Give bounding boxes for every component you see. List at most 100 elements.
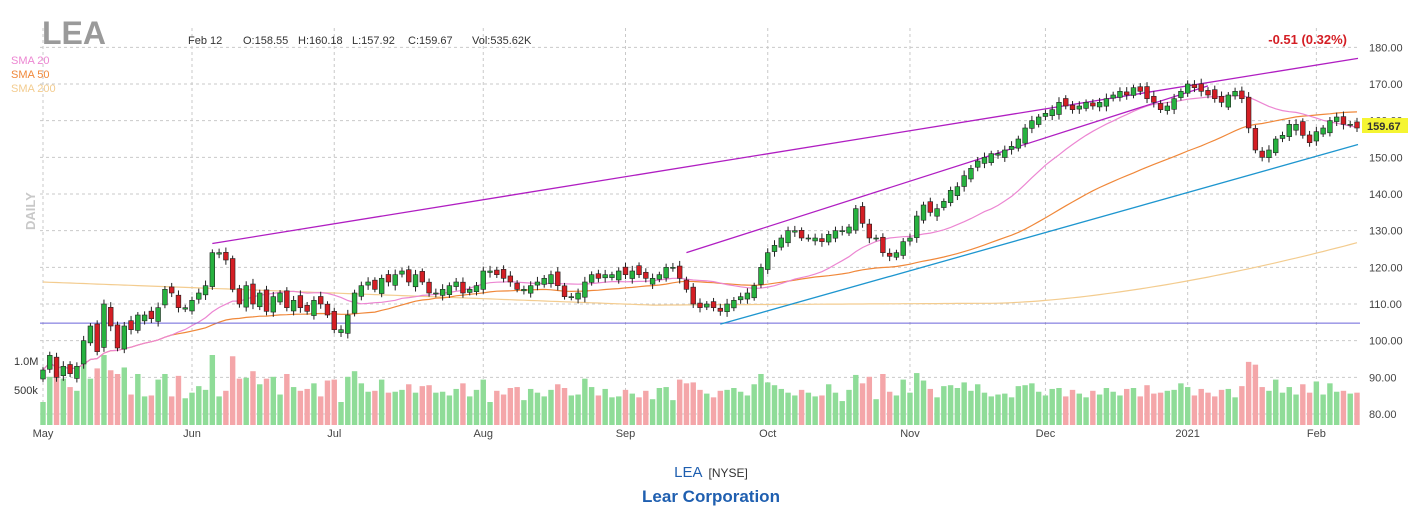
candle-body — [765, 252, 771, 270]
volume-bar — [853, 374, 859, 425]
quote-volume: Vol:535.62K — [472, 35, 532, 47]
candle-body — [169, 286, 175, 294]
volume-bar — [697, 389, 703, 425]
volume-bar — [1090, 390, 1096, 425]
candle-body — [717, 307, 723, 312]
candle-body — [467, 289, 473, 293]
volume-bar — [114, 374, 121, 425]
candle-body — [426, 281, 432, 294]
price-tick-label: 180.00 — [1369, 42, 1403, 54]
volume-bar — [263, 378, 270, 425]
candle-body — [351, 292, 358, 314]
volume-bar — [392, 391, 398, 425]
candle-body — [1245, 96, 1252, 129]
volume-bar — [1049, 388, 1055, 425]
candle-body — [541, 278, 547, 285]
volume-bar — [798, 389, 805, 425]
candle-body — [629, 270, 635, 279]
volume-bar — [568, 395, 575, 425]
volume-bar — [1320, 394, 1326, 425]
volume-bar — [527, 388, 534, 425]
candle-body — [40, 369, 46, 380]
volume-bar — [1103, 388, 1110, 425]
volume-bar — [792, 395, 798, 425]
candle-body — [514, 282, 520, 290]
date-tick-label: Aug — [473, 428, 493, 440]
candle-body — [453, 281, 459, 287]
candle-body — [697, 302, 703, 308]
volume-bar — [1035, 391, 1042, 425]
candle-body — [866, 223, 873, 239]
channel-trendline — [686, 85, 1209, 254]
price-change: -0.51 (0.32%) — [1268, 32, 1347, 47]
volume-bar — [426, 385, 432, 425]
volume-bar — [345, 376, 351, 425]
candle-body — [223, 252, 229, 261]
candle-body — [1252, 128, 1259, 151]
candle-body — [792, 230, 798, 233]
candle-body — [1293, 124, 1299, 131]
volume-bar — [473, 389, 480, 425]
candle-body — [832, 230, 839, 239]
volume-bar — [1151, 393, 1157, 425]
candle-body — [771, 245, 778, 252]
candle-body — [1266, 149, 1272, 158]
volume-bar — [582, 378, 588, 425]
volume-bar — [859, 383, 866, 425]
candle-body — [1340, 116, 1347, 125]
volume-bar — [500, 394, 507, 425]
volume-bar — [710, 397, 717, 425]
volume-bar — [1293, 394, 1299, 425]
volume-bar — [297, 390, 304, 425]
price-tick-label: 120.00 — [1369, 262, 1403, 274]
volume-axis: 1.0M 500k — [14, 356, 38, 397]
volume-bar — [744, 395, 751, 425]
candle-body — [731, 300, 737, 309]
candle-body — [1069, 104, 1076, 110]
candle-body — [433, 292, 439, 295]
volume-bar — [60, 378, 67, 425]
volume-bar — [656, 388, 663, 425]
candle-body — [1083, 102, 1089, 109]
candle-body — [988, 153, 994, 163]
candle-body — [1273, 138, 1279, 154]
candle-body — [331, 311, 337, 330]
volume-bar — [135, 374, 141, 425]
candle-body — [372, 279, 378, 290]
candle-body — [778, 237, 784, 248]
candle-body — [819, 238, 825, 242]
candle-body — [575, 292, 581, 300]
volume-bar — [839, 401, 845, 425]
volume-bar — [399, 389, 405, 425]
footer-symbol[interactable]: LEA — [674, 464, 703, 481]
candle-body — [1327, 120, 1333, 134]
candle-body — [873, 237, 879, 240]
volume-bar — [561, 388, 568, 425]
volume-bar — [832, 392, 839, 425]
candle-body — [47, 355, 53, 370]
quote-close: C:159.67 — [408, 35, 453, 47]
volume-bar — [453, 388, 459, 425]
volume-bar — [1245, 361, 1252, 425]
volume-bar — [121, 367, 127, 425]
volume-bar — [819, 395, 825, 425]
candle-body — [406, 269, 412, 283]
candle-body — [155, 307, 161, 322]
volume-bar — [236, 378, 243, 425]
volume-bar — [378, 379, 385, 425]
candle-body — [1002, 149, 1008, 158]
volume-bar — [1015, 386, 1022, 425]
candle-body — [290, 300, 297, 312]
candle-body — [663, 267, 669, 279]
candle-body — [941, 201, 947, 208]
volume-bar — [317, 396, 324, 425]
volume-bar — [487, 402, 493, 425]
candle-body — [87, 325, 94, 344]
candle-body — [839, 230, 845, 232]
candle-body — [236, 288, 243, 305]
volume-bar — [683, 383, 690, 425]
candle-body — [1110, 94, 1116, 99]
candle-body — [1239, 90, 1245, 99]
volume-bar — [1225, 388, 1232, 425]
candle-body — [189, 300, 195, 312]
